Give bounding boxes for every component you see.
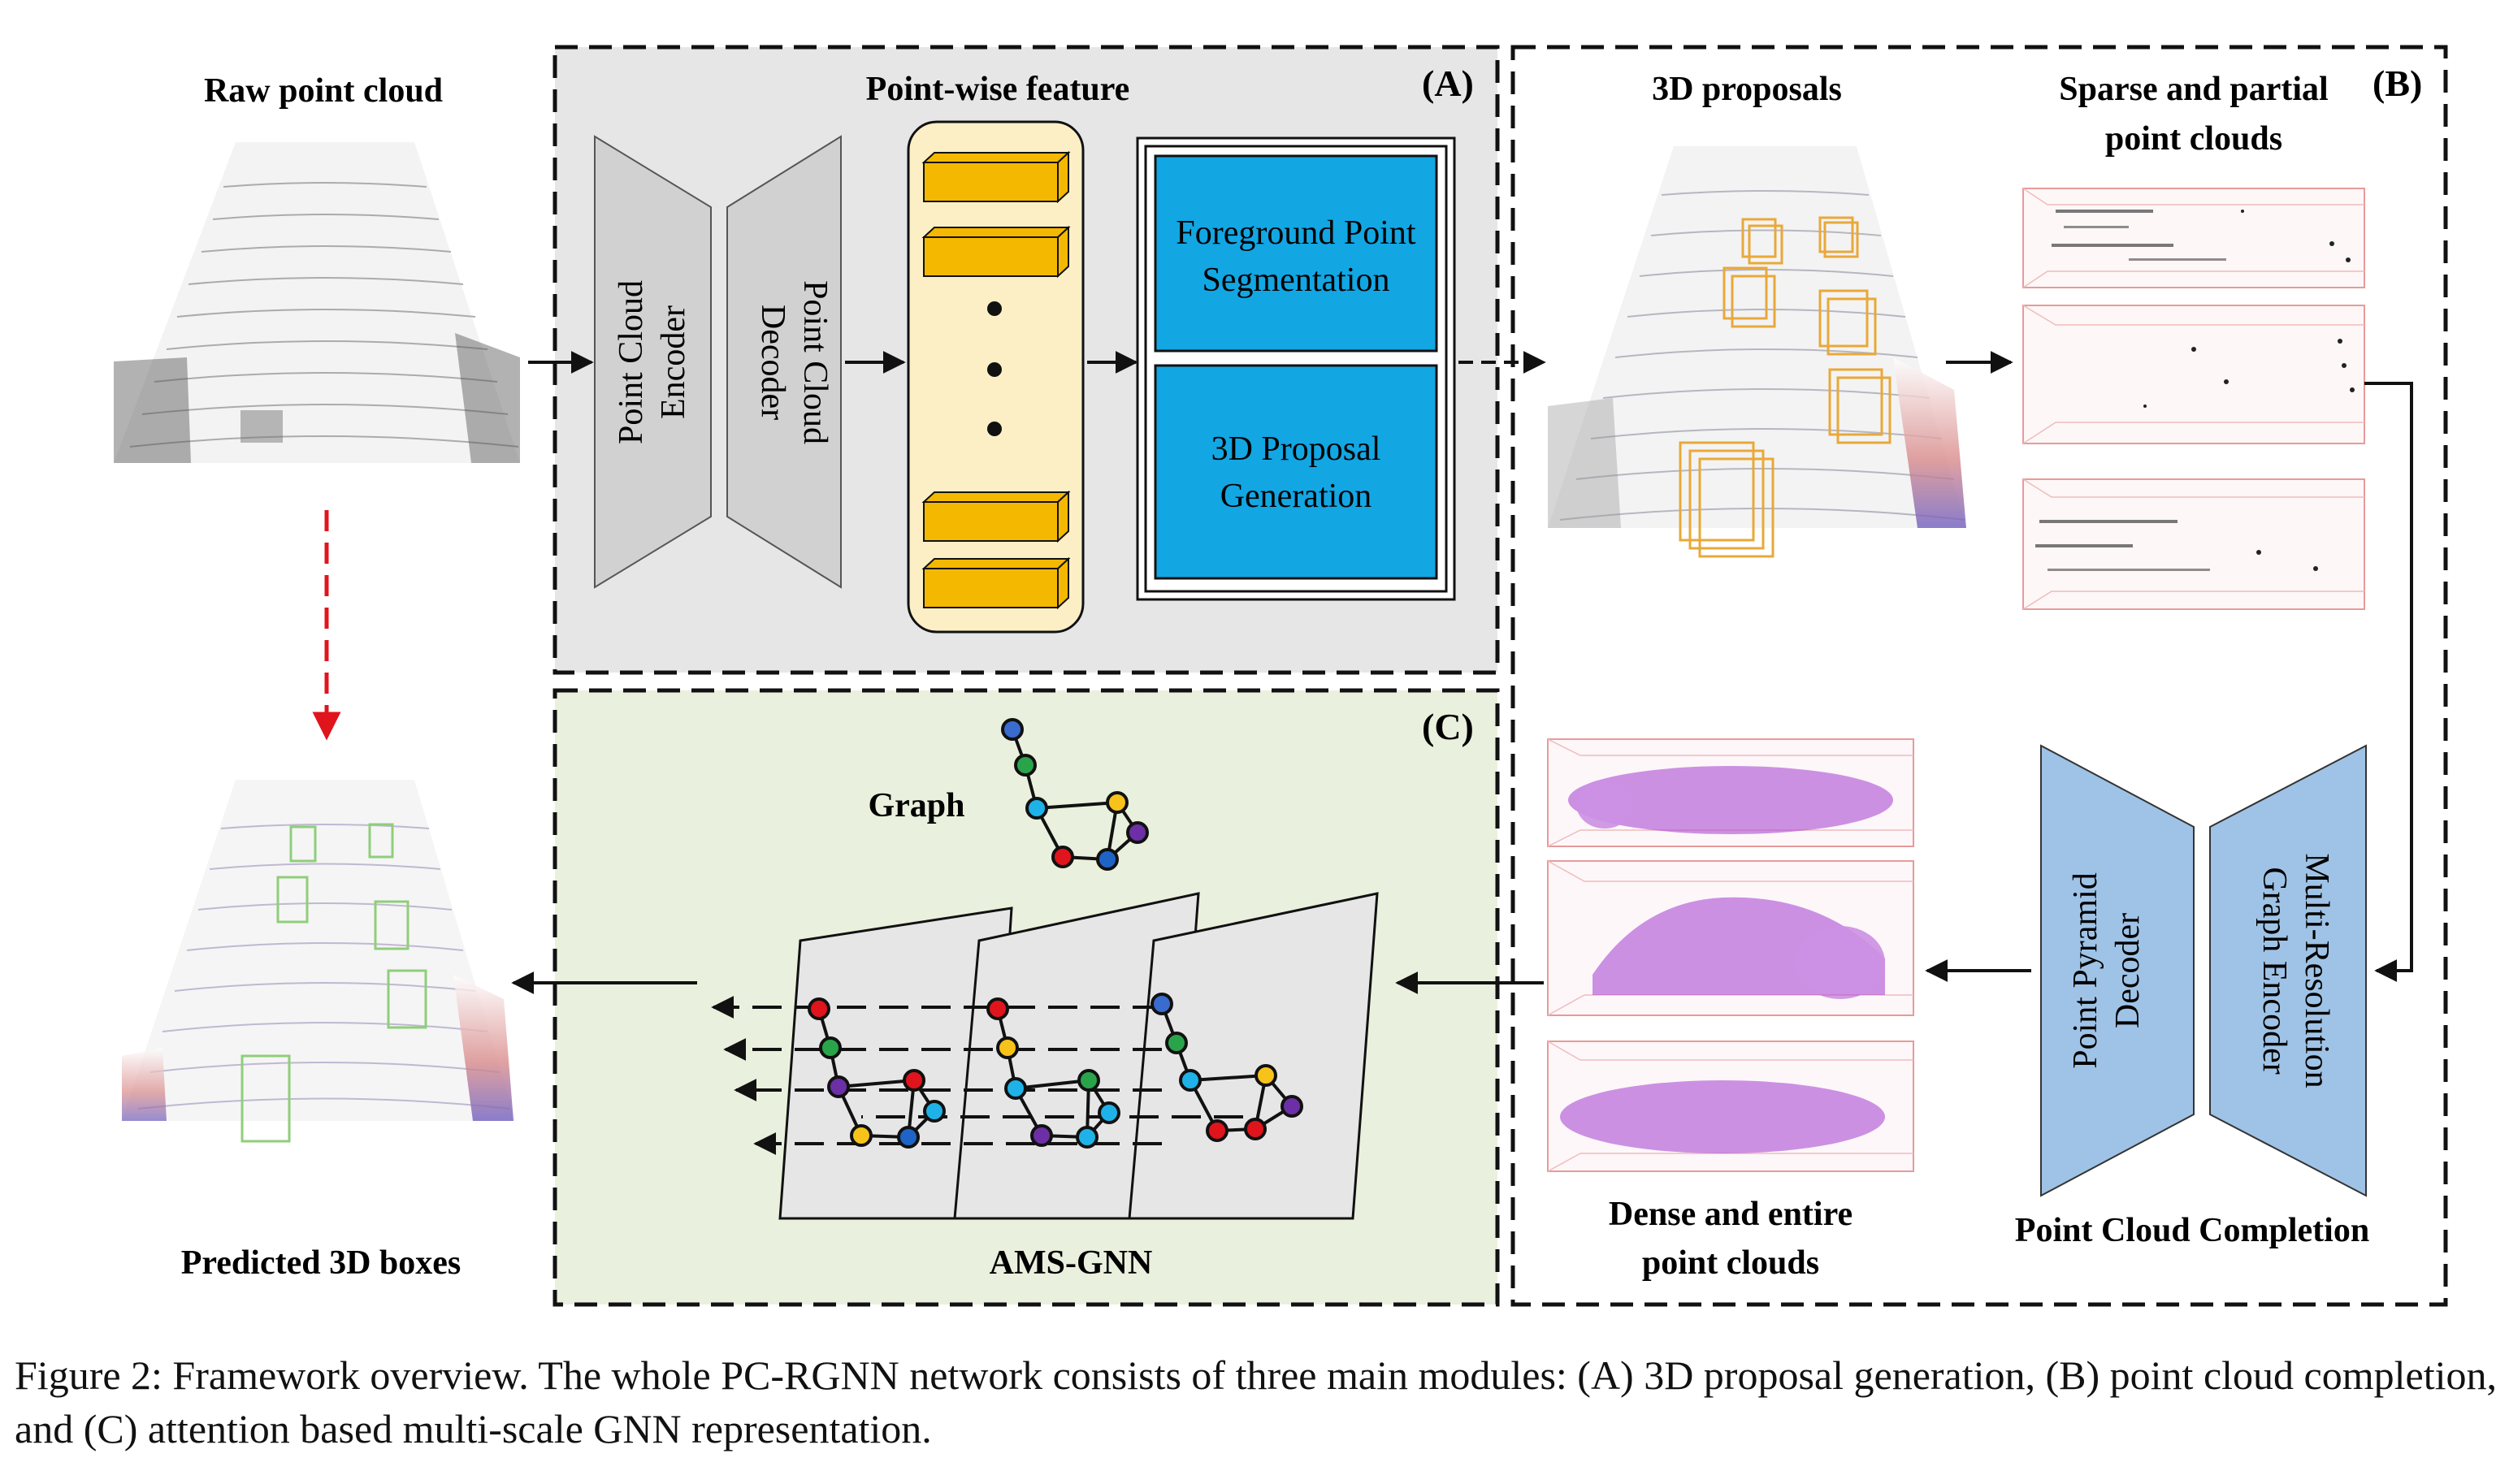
raw-point-cloud-title: Raw point cloud xyxy=(204,72,443,110)
predicted-boxes-image xyxy=(122,780,516,1143)
point-wise-feature-title: Point-wise feature xyxy=(866,71,1130,108)
dense-title-line2: point clouds xyxy=(1642,1244,1819,1282)
module-c-label: (C) xyxy=(1422,706,1474,747)
svg-text:Encoder: Encoder xyxy=(655,305,692,419)
point-cloud-encoder: Point Cloud Encoder xyxy=(594,135,712,589)
svg-text:Multi-Resolution: Multi-Resolution xyxy=(2298,853,2335,1088)
sparse-title-line2: point clouds xyxy=(2105,120,2282,158)
svg-text:Decoder: Decoder xyxy=(2109,913,2147,1028)
dense-clouds-image xyxy=(1547,738,1914,1172)
proposals-title: 3D proposals xyxy=(1652,71,1842,108)
svg-text:Generation: Generation xyxy=(1220,478,1372,515)
point-cloud-decoder: Point Cloud Decoder xyxy=(726,135,842,589)
svg-text:Decoder: Decoder xyxy=(754,305,791,420)
proposal-heads: Foreground Point Segmentation 3D Proposa… xyxy=(1136,136,1456,601)
graph-icon xyxy=(1001,718,1149,871)
raw-point-cloud-image xyxy=(114,142,520,463)
figure-caption: Figure 2: Framework overview. The whole … xyxy=(15,1352,2497,1452)
sparse-clouds-image xyxy=(2022,188,2365,610)
module-b-label: (B) xyxy=(2372,63,2422,104)
completion-title: Point Cloud Completion xyxy=(2015,1212,2369,1249)
sparse-title-line1: Sparse and partial xyxy=(2059,71,2328,108)
multi-scale-graph-planes xyxy=(778,892,1379,1220)
arrow-sparse-to-completion xyxy=(2364,382,2413,982)
svg-text:Graph Encoder: Graph Encoder xyxy=(2256,867,2293,1074)
module-a-label: (A) xyxy=(1422,63,1474,104)
dense-title-line1: Dense and entire xyxy=(1609,1196,1852,1233)
svg-text:Segmentation: Segmentation xyxy=(1202,262,1390,299)
plane-graph-1 xyxy=(808,997,946,1149)
ams-gnn-title: AMS-GNN xyxy=(990,1244,1153,1282)
plane-graph-2 xyxy=(986,997,1120,1149)
panel-b xyxy=(1510,45,2448,1307)
svg-text:Point Cloud: Point Cloud xyxy=(613,280,650,444)
svg-text:3D Proposal: 3D Proposal xyxy=(1211,430,1381,468)
foreground-segmentation-box xyxy=(1154,154,1438,353)
multi-resolution-graph-encoder: Multi-Resolution Graph Encoder xyxy=(2209,744,2367,1197)
point-wise-feature-stack xyxy=(907,120,1085,634)
graph-title: Graph xyxy=(868,787,964,824)
plane-graph-3 xyxy=(1150,993,1303,1142)
svg-text:Point Cloud: Point Cloud xyxy=(796,280,834,444)
svg-text:Foreground Point: Foreground Point xyxy=(1176,214,1416,252)
proposal-generation-box xyxy=(1154,364,1438,580)
predicted-boxes-title: Predicted 3D boxes xyxy=(181,1244,462,1282)
point-pyramid-decoder: Point Pyramid Decoder xyxy=(2040,744,2195,1197)
svg-text:Point Pyramid: Point Pyramid xyxy=(2067,872,2104,1069)
proposals-image xyxy=(1548,146,1966,558)
